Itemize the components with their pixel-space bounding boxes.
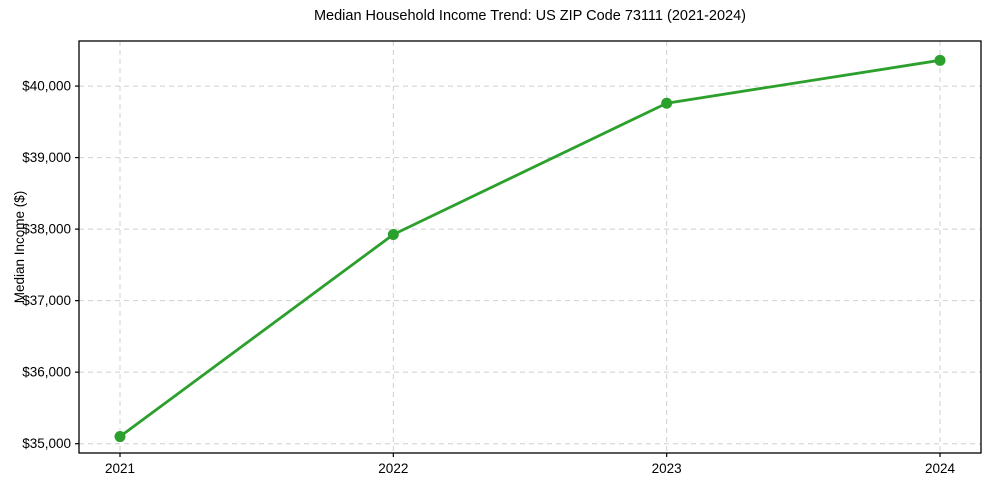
trend-line [118,58,942,438]
chart-title: Median Household Income Trend: US ZIP Co… [313,8,747,24]
y-tick-label: $35,000 [22,436,71,451]
x-tick-label: 2024 [925,461,956,476]
data-point-marker [934,54,946,66]
x-tick-label: 2021 [105,461,135,476]
y-tick-label: $38,000 [22,222,71,237]
data-point-marker [661,97,673,109]
data-point-marker [114,431,126,443]
y-tick-label: $40,000 [22,79,71,94]
x-tick-label: 2023 [652,461,682,476]
y-tick-label: $39,000 [22,150,71,165]
x-tick-label: 2022 [378,461,408,476]
y-axis-label: Median Income ($) [12,190,27,304]
y-tick-label: $37,000 [22,293,71,308]
plot-frame [78,40,982,454]
data-point-marker [387,228,399,240]
y-tick-label: $36,000 [22,365,71,380]
